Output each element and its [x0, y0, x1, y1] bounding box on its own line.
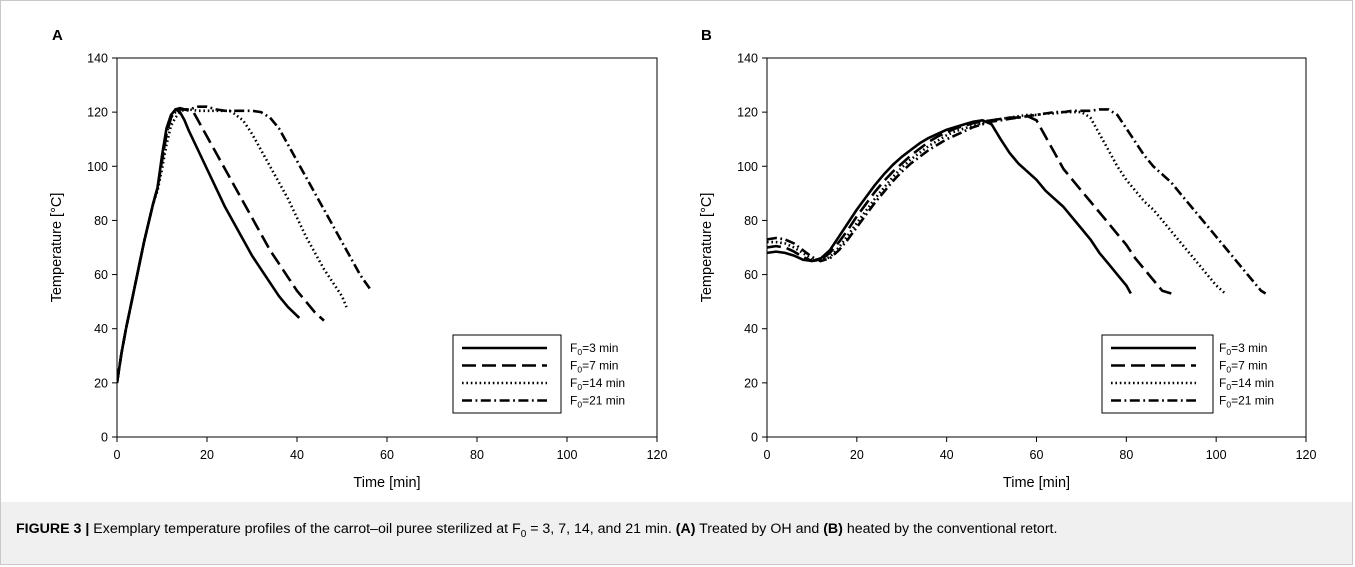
x-tick-label-a: 100 — [557, 448, 578, 462]
y-tick-label-a: 100 — [87, 160, 108, 174]
caption-band — [1, 502, 1352, 564]
x-tick-label-b: 120 — [1296, 448, 1317, 462]
legend-label-b-dashdot: F0=21 min — [1219, 394, 1274, 410]
x-axis-label-b: Time [min] — [1003, 475, 1070, 491]
series-line-b-solid — [767, 119, 1132, 295]
x-tick-label-b: 0 — [764, 448, 771, 462]
caption-panel-a-ref: (A) — [675, 521, 696, 537]
y-axis-label-a: Temperature [°C] — [49, 193, 65, 303]
y-tick-label-b: 100 — [737, 160, 758, 174]
panel-label-a: A — [52, 27, 63, 44]
y-tick-label-a: 0 — [101, 431, 108, 445]
legend-label-a-dashed: F0=7 min — [570, 359, 618, 375]
y-tick-label-a: 40 — [94, 322, 108, 336]
figure-caption: FIGURE 3 | Exemplary temperature profile… — [16, 521, 1346, 540]
caption-figure-label: FIGURE 3 | — [16, 521, 90, 537]
y-tick-label-b: 140 — [737, 52, 758, 66]
x-tick-label-a: 60 — [380, 448, 394, 462]
series-line-a-dashdot — [117, 105, 373, 384]
x-tick-label-a: 20 — [200, 448, 214, 462]
caption-symbol-main: F — [512, 521, 521, 537]
legend-label-a-dotted: F0=14 min — [570, 376, 625, 392]
y-tick-label-a: 140 — [87, 52, 108, 66]
y-tick-label-b: 0 — [751, 431, 758, 445]
caption-text-2: = 3, 7, 14, and 21 min. — [526, 521, 676, 537]
legend-label-b-dashed: F0=7 min — [1219, 359, 1267, 375]
y-tick-label-b: 40 — [744, 322, 758, 336]
legend-label-b-solid: F0=3 min — [1219, 341, 1267, 357]
legend-label-b-dotted: F0=14 min — [1219, 376, 1274, 392]
x-tick-label-b: 80 — [1119, 448, 1133, 462]
caption-panel-b-text: heated by the conventional retort. — [842, 521, 1058, 537]
x-tick-label-b: 20 — [850, 448, 864, 462]
series-line-b-dotted — [767, 110, 1227, 295]
y-tick-label-b: 120 — [737, 106, 758, 120]
x-tick-label-b: 100 — [1206, 448, 1227, 462]
caption-text-1: Exemplary temperature profiles of the ca… — [89, 521, 513, 537]
x-axis-label-a: Time [min] — [353, 475, 420, 491]
x-tick-label-b: 60 — [1030, 448, 1044, 462]
caption-panel-a-text: Treated by OH and — [695, 521, 824, 537]
x-tick-label-a: 40 — [290, 448, 304, 462]
y-tick-label-a: 20 — [94, 376, 108, 390]
y-axis-label-b: Temperature [°C] — [699, 193, 715, 303]
panel-label-b: B — [701, 27, 712, 44]
series-line-b-dashdot — [767, 108, 1267, 295]
x-tick-label-a: 120 — [647, 448, 668, 462]
y-tick-label-a: 120 — [87, 106, 108, 120]
chart-panel-a: A 0 20 40 60 80 100 120 0 20 40 60 80 100 120 140 Time [… — [49, 27, 668, 491]
y-tick-label-a: 80 — [94, 214, 108, 228]
y-tick-label-b: 80 — [744, 214, 758, 228]
x-tick-label-b: 40 — [940, 448, 954, 462]
series-line-b-dashed — [767, 114, 1172, 295]
chart-panel-b: B 0 20 40 60 80 100 120 0 20 40 60 80 100 120 140 Time [… — [699, 27, 1317, 491]
legend-label-a-solid: F0=3 min — [570, 341, 618, 357]
y-tick-label-b: 60 — [744, 268, 758, 282]
x-tick-label-a: 0 — [114, 448, 121, 462]
y-tick-label-b: 20 — [744, 376, 758, 390]
caption-symbol-sub: 0 — [520, 528, 527, 540]
caption-panel-b-ref: (B) — [823, 521, 843, 537]
legend-label-a-dashdot: F0=21 min — [570, 394, 625, 410]
y-tick-label-a: 60 — [94, 268, 108, 282]
x-tick-label-a: 80 — [470, 448, 484, 462]
